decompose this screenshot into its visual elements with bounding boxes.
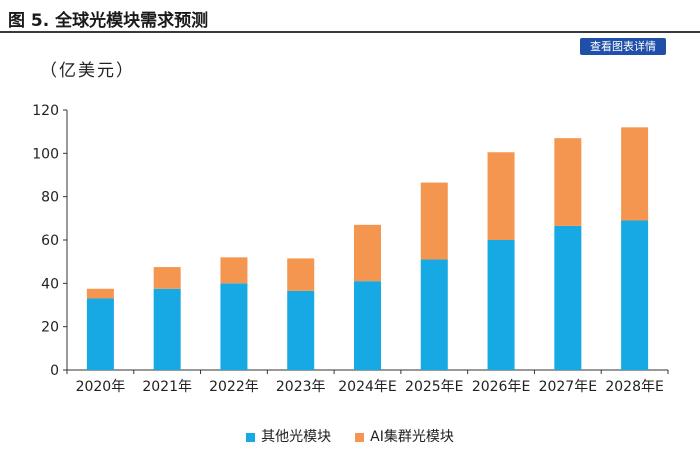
y-tick-label: 40 <box>41 276 59 292</box>
bar-ai-cluster-optical-modules <box>354 224 381 282</box>
legend-label: AI集群光模块 <box>370 429 454 445</box>
bar-other-optical-modules <box>621 220 649 370</box>
y-tick-label: 80 <box>41 190 59 206</box>
legend-item: AI集群光模块 <box>355 426 454 446</box>
y-tick-label: 100 <box>32 146 59 162</box>
x-category-label: 2023年 <box>276 379 326 395</box>
bar-ai-cluster-optical-modules <box>554 138 582 226</box>
x-category-label: 2021年 <box>142 379 192 395</box>
x-category-label: 2020年 <box>76 379 126 395</box>
bar-other-optical-modules <box>153 288 181 370</box>
y-axis-unit-label: （亿美元） <box>40 61 135 81</box>
legend-label: 其他光模块 <box>261 429 332 445</box>
y-tick-label: 20 <box>41 320 59 336</box>
figure-header: 图 5. 全球光模块需求预测 <box>0 0 700 33</box>
y-tick-label: 120 <box>32 103 59 119</box>
x-category-label: 2024年E <box>338 379 396 395</box>
legend-swatch <box>246 432 256 442</box>
x-category-label: 2022年 <box>209 379 259 395</box>
legend-item: 其他光模块 <box>246 426 331 446</box>
chart-labels: 0 20 40 60 80 100 120 2020年 2021年 2022年 2023年 2024年… <box>32 103 664 395</box>
bar-other-optical-modules <box>420 259 448 370</box>
bar-ai-cluster-optical-modules <box>220 257 248 284</box>
bar-other-optical-modules <box>220 283 248 370</box>
bar-other-optical-modules <box>487 240 515 370</box>
bar-other-optical-modules <box>554 225 582 370</box>
bar-ai-cluster-optical-modules <box>86 288 114 299</box>
bar-ai-cluster-optical-modules <box>153 267 181 289</box>
bar-ai-cluster-optical-modules <box>487 152 515 240</box>
bar-ai-cluster-optical-modules <box>287 258 315 291</box>
view-chart-details-button[interactable]: 查看图表详情 <box>580 38 666 55</box>
figure-title: 图 5. 全球光模块需求预测 <box>8 11 209 31</box>
y-tick-label: 60 <box>41 233 59 249</box>
bar-ai-cluster-optical-modules <box>621 127 649 221</box>
bar-other-optical-modules <box>86 298 114 370</box>
legend-swatch <box>355 432 365 442</box>
chart-legend: 其他光模块 AI集群光模块 <box>0 426 700 446</box>
y-tick-label: 0 <box>50 363 59 379</box>
bar-other-optical-modules <box>287 290 315 370</box>
x-category-label: 2028年E <box>605 379 663 395</box>
x-category-label: 2027年E <box>539 379 597 395</box>
bar-ai-cluster-optical-modules <box>420 182 448 260</box>
bar-other-optical-modules <box>354 281 381 370</box>
x-category-label: 2025年E <box>405 379 463 395</box>
chart-bars <box>86 127 649 370</box>
x-category-label: 2026年E <box>472 379 530 395</box>
